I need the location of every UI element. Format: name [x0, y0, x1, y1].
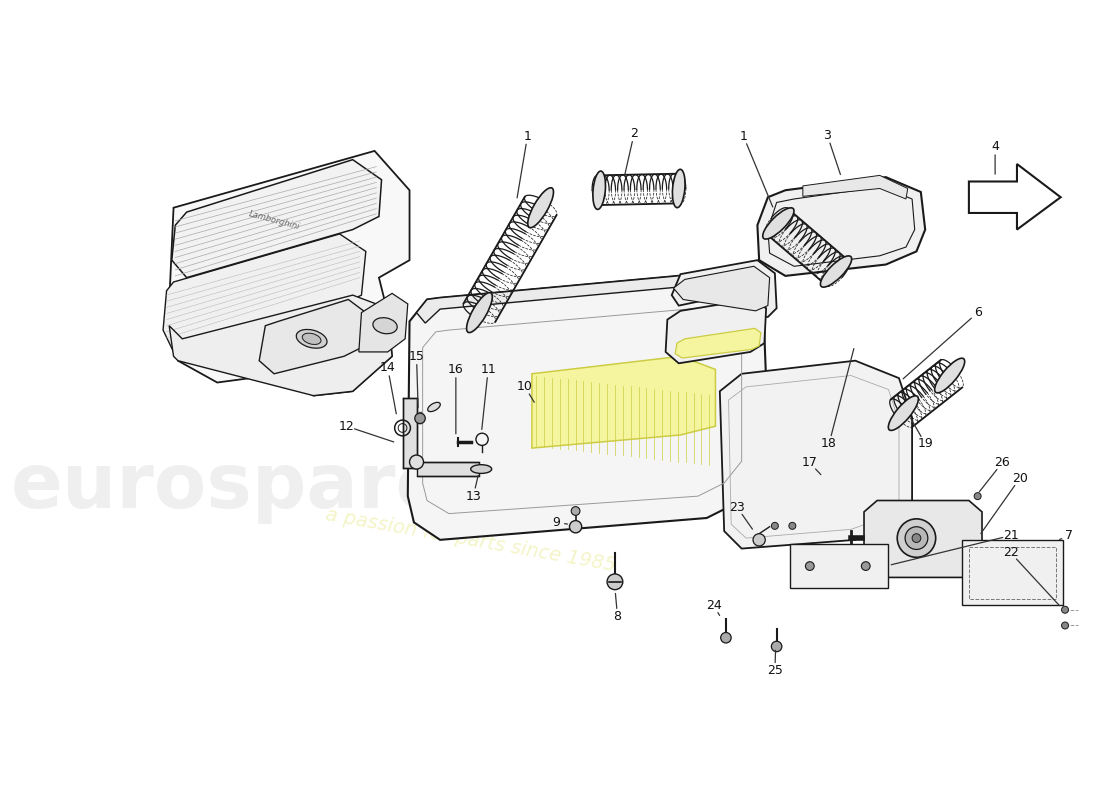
Polygon shape — [359, 294, 408, 352]
Circle shape — [789, 522, 795, 530]
Text: 3: 3 — [824, 129, 832, 142]
Ellipse shape — [672, 170, 685, 208]
Circle shape — [771, 642, 782, 652]
Text: 13: 13 — [465, 490, 481, 502]
Polygon shape — [758, 177, 925, 276]
Polygon shape — [803, 175, 908, 199]
Circle shape — [571, 506, 580, 515]
Text: 6: 6 — [974, 306, 981, 319]
Text: 12: 12 — [339, 420, 354, 433]
Circle shape — [570, 521, 582, 533]
Text: 1: 1 — [524, 130, 531, 142]
Text: a passion for parts since 1985: a passion for parts since 1985 — [324, 505, 617, 574]
Ellipse shape — [373, 318, 397, 334]
Circle shape — [754, 534, 766, 546]
Text: 7: 7 — [1066, 529, 1074, 542]
Text: 25: 25 — [767, 665, 783, 678]
Polygon shape — [260, 299, 366, 374]
Circle shape — [607, 574, 623, 590]
Ellipse shape — [528, 188, 553, 228]
Ellipse shape — [302, 333, 321, 345]
Circle shape — [905, 526, 927, 550]
Polygon shape — [790, 544, 889, 588]
Ellipse shape — [889, 396, 918, 430]
Ellipse shape — [935, 358, 965, 393]
Polygon shape — [673, 266, 770, 311]
Polygon shape — [417, 274, 763, 323]
Text: 10: 10 — [517, 380, 532, 394]
Polygon shape — [172, 160, 382, 278]
Text: Lamborghini: Lamborghini — [248, 210, 300, 232]
Circle shape — [415, 413, 426, 423]
Text: 23: 23 — [729, 501, 745, 514]
Ellipse shape — [762, 208, 794, 239]
Text: 14: 14 — [379, 361, 396, 374]
Polygon shape — [672, 260, 777, 317]
Polygon shape — [864, 501, 982, 578]
Text: 16: 16 — [448, 363, 464, 376]
Text: 21: 21 — [1003, 529, 1019, 542]
Text: 11: 11 — [481, 363, 496, 376]
Text: 9: 9 — [552, 516, 560, 529]
Polygon shape — [961, 540, 1064, 606]
Text: 26: 26 — [994, 457, 1010, 470]
Ellipse shape — [821, 256, 851, 287]
Ellipse shape — [466, 293, 493, 333]
Circle shape — [898, 519, 936, 558]
Circle shape — [720, 633, 732, 643]
Polygon shape — [403, 398, 417, 468]
Ellipse shape — [428, 402, 440, 412]
Polygon shape — [417, 462, 480, 476]
Polygon shape — [163, 234, 366, 352]
Text: eurospares: eurospares — [11, 450, 494, 525]
Text: 17: 17 — [802, 457, 817, 470]
Circle shape — [861, 562, 870, 570]
Polygon shape — [675, 328, 761, 358]
Circle shape — [1062, 606, 1068, 614]
Text: 8: 8 — [614, 610, 622, 623]
Ellipse shape — [471, 465, 492, 474]
Text: 4: 4 — [991, 140, 999, 153]
Circle shape — [975, 493, 981, 500]
Circle shape — [1062, 622, 1068, 629]
Circle shape — [771, 522, 779, 530]
Circle shape — [912, 534, 921, 542]
Polygon shape — [969, 164, 1060, 230]
Polygon shape — [532, 356, 715, 448]
Polygon shape — [408, 274, 768, 540]
Text: 19: 19 — [917, 438, 933, 450]
Text: 15: 15 — [408, 350, 425, 362]
Text: 24: 24 — [706, 599, 722, 612]
Polygon shape — [169, 151, 409, 396]
Ellipse shape — [296, 330, 327, 348]
Polygon shape — [719, 361, 912, 549]
Text: 1: 1 — [739, 130, 747, 142]
Circle shape — [805, 562, 814, 570]
Text: 2: 2 — [630, 127, 638, 140]
Text: 18: 18 — [821, 438, 837, 450]
Ellipse shape — [593, 171, 605, 210]
Text: 20: 20 — [1012, 472, 1027, 485]
Circle shape — [409, 455, 424, 469]
Polygon shape — [666, 299, 766, 363]
Polygon shape — [169, 295, 392, 396]
Text: 22: 22 — [1003, 546, 1019, 559]
